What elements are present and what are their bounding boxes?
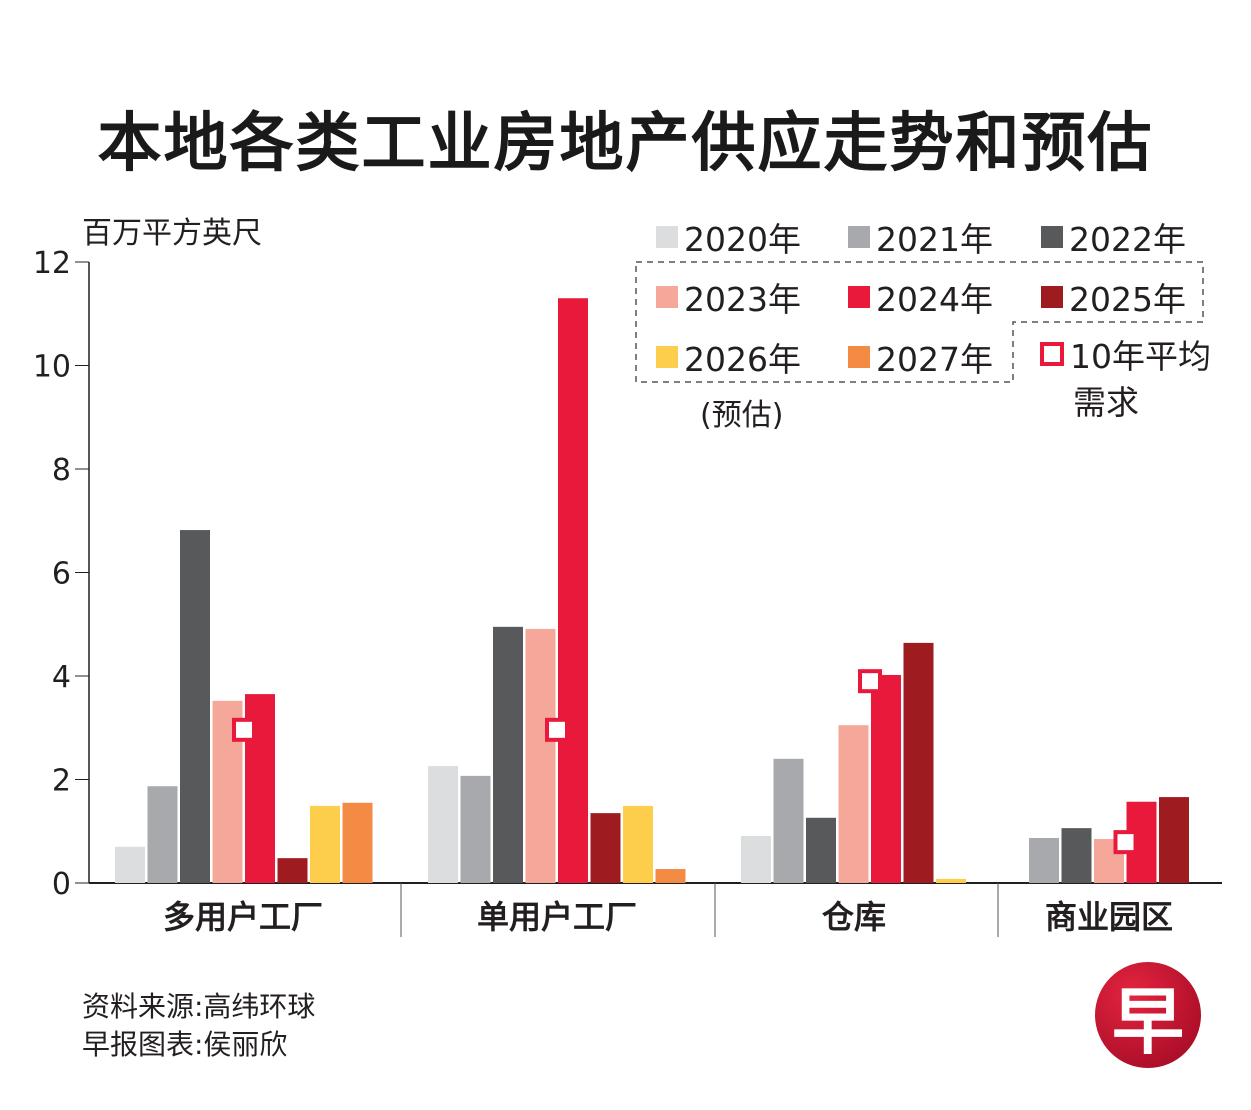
bar-2022-0 (180, 530, 210, 883)
bar-2025-1 (590, 813, 621, 883)
forecast-legend-box (635, 261, 1204, 383)
y-tick-label: 0 (52, 867, 71, 902)
legend-swatch-icon (848, 346, 870, 368)
bar-2022-1 (493, 626, 523, 883)
chart-title: 本地各类工业房地产供应走势和预估 (97, 107, 1154, 181)
avg-demand-marker (545, 717, 569, 742)
avg-demand-marker (232, 717, 256, 742)
bar-2026-2 (936, 878, 966, 883)
forecast-note: (预估) (700, 398, 784, 433)
bar-2020-0 (115, 846, 145, 883)
legend-label-continued: 需求 (1073, 383, 1139, 422)
legend-swatch-icon (1041, 286, 1063, 308)
legend-item-2025: 2025年 (1041, 273, 1186, 321)
bar-2023-1 (525, 628, 556, 883)
bar-2022-3 (1061, 828, 1092, 883)
legend-swatch-icon (848, 226, 870, 248)
legend-label: 2026年 (684, 340, 801, 379)
category-label: 多用户工厂 (163, 898, 323, 936)
bars (115, 298, 1189, 884)
y-tick-label: 4 (52, 660, 71, 695)
bar-2020-1 (428, 766, 458, 883)
y-tick-label: 2 (52, 764, 71, 799)
author-text: 早报图表:侯丽欣 (82, 1028, 288, 1061)
legend-item-2021: 2021年 (848, 213, 993, 261)
avg-demand-marker (858, 669, 882, 694)
legend-swatch-icon (656, 226, 678, 248)
bar-2020-2 (741, 835, 771, 883)
bar-2027-1 (655, 869, 686, 883)
legend-item-2026: 2026年 (656, 333, 801, 381)
y-tick-label: 8 (52, 453, 71, 488)
bar-2021-1 (460, 775, 491, 883)
zaobao-logo: 早 (1095, 962, 1201, 1068)
legend-label: 2027年 (876, 340, 993, 379)
bar-2026-1 (623, 805, 653, 883)
legend-item-2022: 2022年 (1041, 213, 1186, 261)
legend-item-2027: 2027年 (848, 333, 993, 381)
category-label: 仓库 (822, 898, 886, 936)
legend-swatch-icon (656, 286, 678, 308)
legend-swatch-icon (1041, 226, 1063, 248)
source-text: 资料来源:高纬环球 (82, 990, 316, 1023)
category-label: 单用户工厂 (477, 898, 637, 936)
legend-label: 2020年 (684, 220, 801, 259)
y-tick-label: 6 (52, 557, 71, 592)
avg-demand-markers (232, 669, 1138, 855)
avg-demand-marker (1113, 830, 1138, 855)
bar-2025-2 (903, 642, 934, 883)
bar-2021-3 (1029, 837, 1059, 883)
category-labels: 多用户工厂 单用户工厂 仓库 商业园区 (163, 898, 1173, 936)
bar-2025-3 (1159, 797, 1189, 883)
y-tick-label: 12 (33, 246, 71, 281)
legend-label: 2021年 (876, 220, 993, 259)
credits: 资料来源:高纬环球 早报图表:侯丽欣 (82, 988, 315, 1064)
bar-2023-2 (838, 725, 869, 883)
legend-label: 2022年 (1069, 220, 1186, 259)
legend-item-avg-demand: 10年平均 (1040, 330, 1211, 378)
legend-item-2023: 2023年 (656, 273, 801, 321)
category-label: 商业园区 (1045, 898, 1173, 936)
y-tick-label: 10 (33, 350, 71, 385)
bar-2024-2 (871, 674, 901, 883)
y-axis-unit-label: 百万平方英尺 (82, 216, 262, 251)
avg-demand-marker-icon (1040, 342, 1064, 366)
legend-swatch-icon (848, 286, 870, 308)
bar-2027-0 (342, 802, 373, 883)
bar-2025-0 (277, 858, 308, 883)
bar-2022-2 (806, 817, 836, 883)
bar-2024-1 (558, 298, 588, 884)
legend-label: 10年平均 (1070, 337, 1211, 376)
bar-2021-2 (773, 758, 804, 883)
legend-swatch-icon (656, 346, 678, 368)
bar-2026-0 (310, 805, 340, 883)
legend-label: 2024年 (876, 280, 993, 319)
legend-item-2020: 2020年 (656, 213, 801, 261)
bar-2021-0 (147, 786, 178, 883)
legend-label: 2023年 (684, 280, 801, 319)
legend-label: 2025年 (1069, 280, 1186, 319)
axes: 0 2 4 6 8 10 12 (33, 246, 1222, 937)
legend-item-2024: 2024年 (848, 273, 993, 321)
